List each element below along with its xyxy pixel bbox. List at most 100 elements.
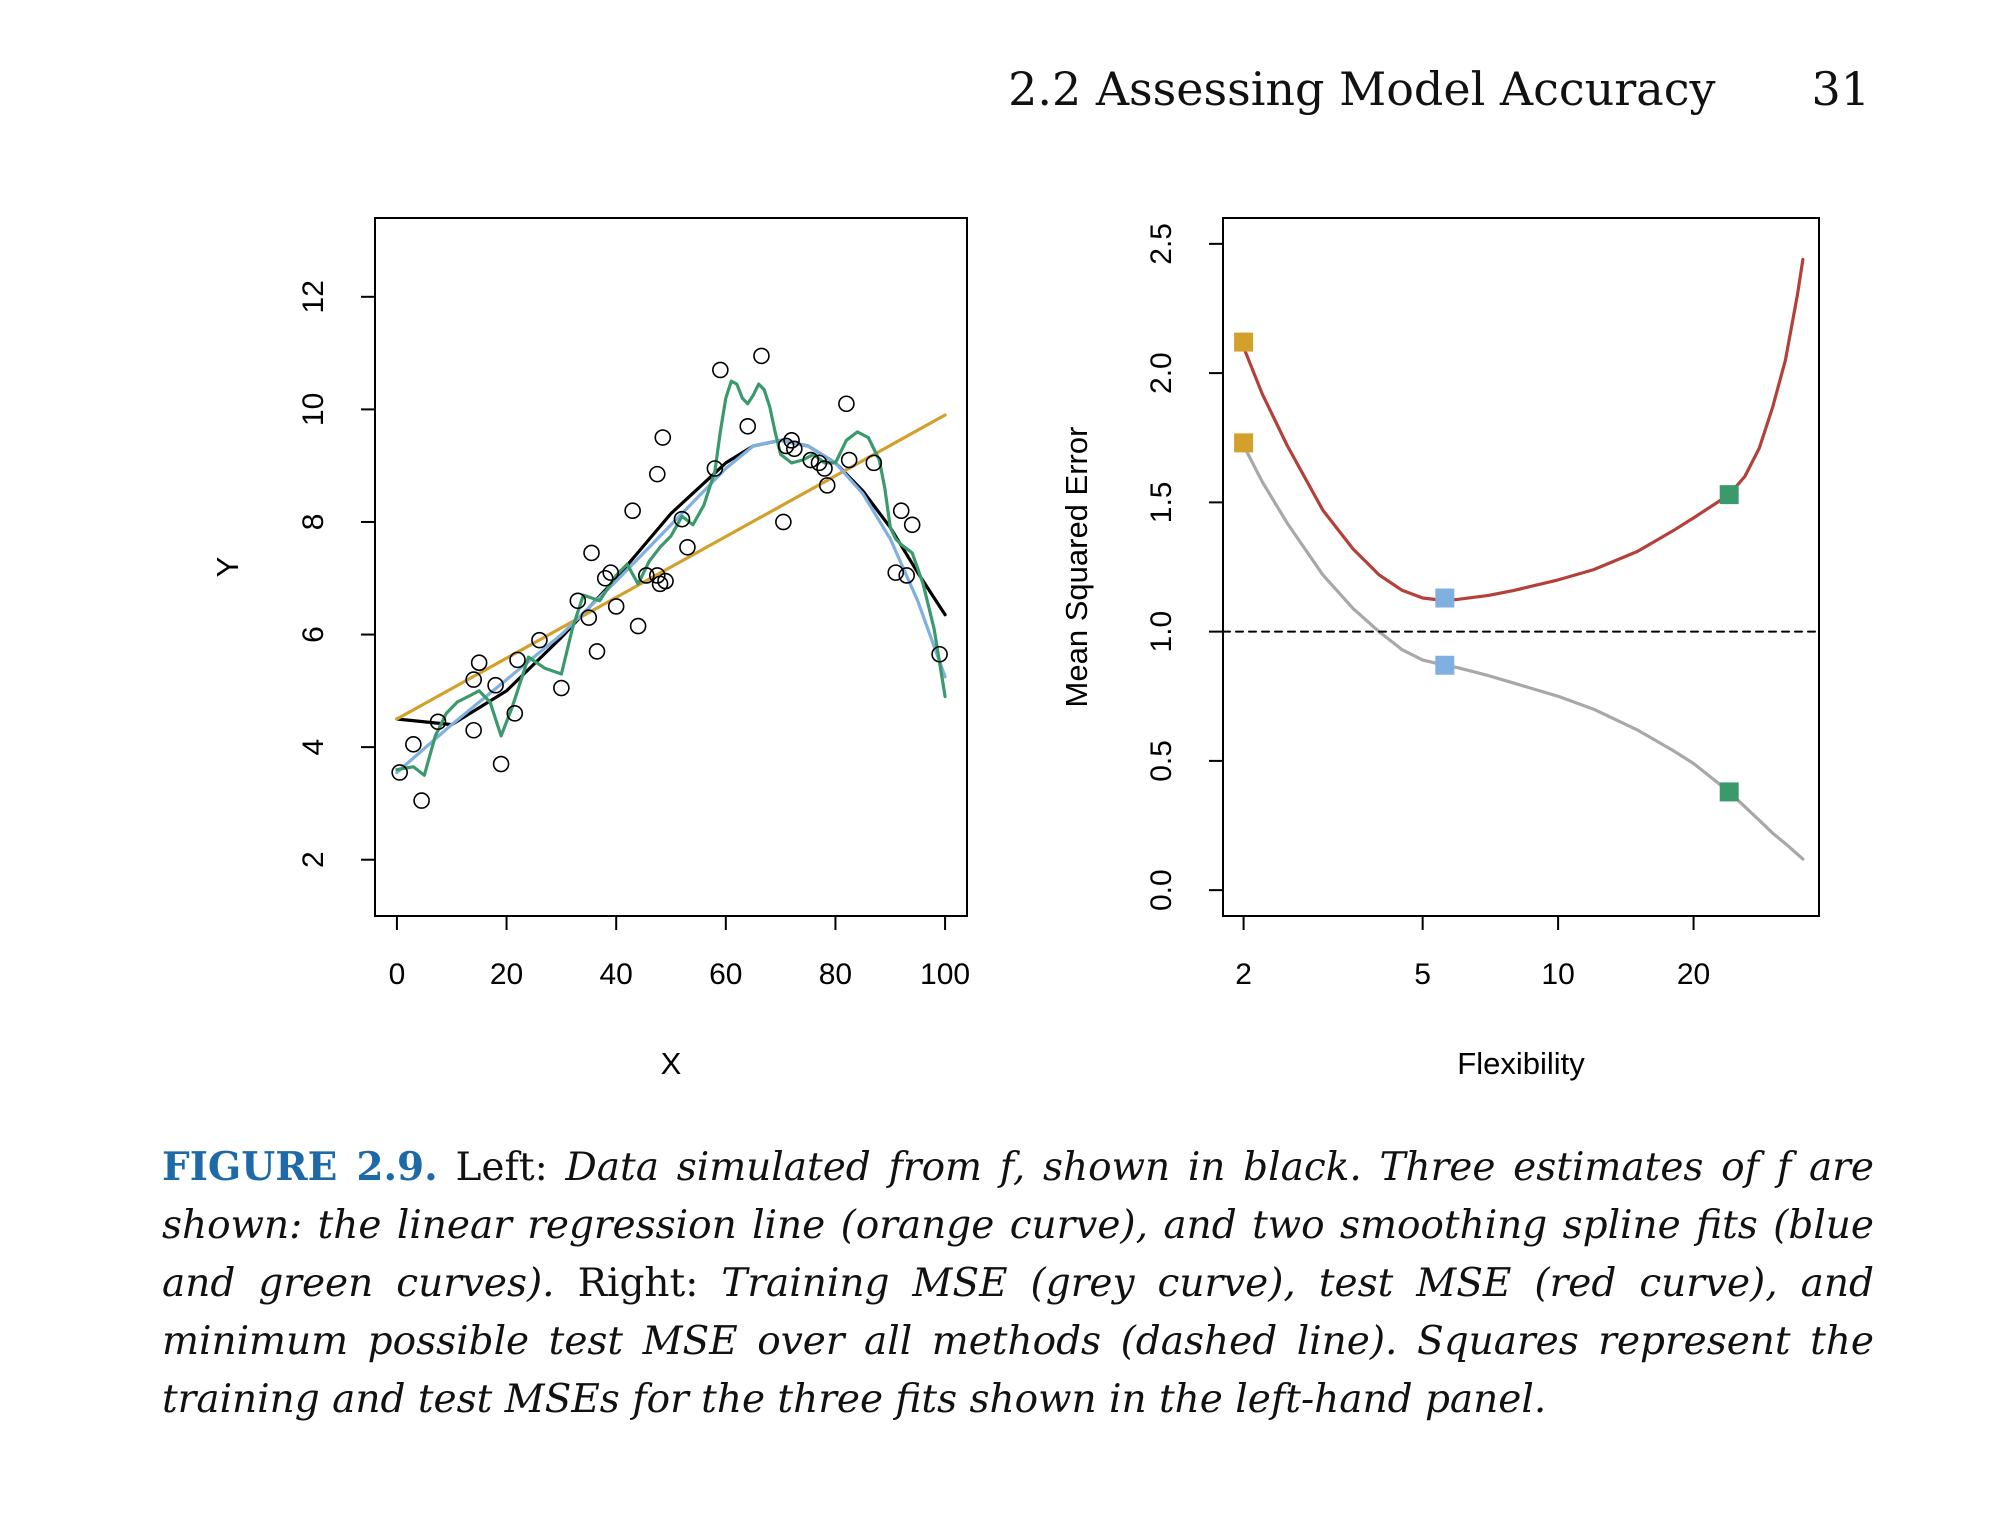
data-point xyxy=(465,671,482,688)
data-point xyxy=(657,572,674,590)
data-point xyxy=(818,477,836,494)
left-x-axis-label: X xyxy=(661,1046,682,1081)
data-point xyxy=(898,567,916,584)
data-point xyxy=(629,617,647,635)
data-point xyxy=(580,609,598,626)
data-point xyxy=(487,676,504,694)
y-tick-label: 1.5 xyxy=(1145,482,1178,524)
x-tick-label: 80 xyxy=(819,958,852,991)
data-point xyxy=(777,437,795,455)
x-tick-label: 0 xyxy=(389,958,406,991)
right-plot-frame xyxy=(1222,217,1820,917)
y-tick-label: 0.5 xyxy=(1145,740,1178,782)
x-tick-label: 100 xyxy=(920,958,970,991)
data-point xyxy=(405,736,422,753)
caption-right-text: Training MSE (grey curve), test MSE (red… xyxy=(162,1261,1874,1422)
data-point xyxy=(838,395,855,413)
plot-area xyxy=(1223,257,1819,861)
x-tick-label: 5 xyxy=(1414,958,1431,991)
series-line xyxy=(395,379,947,777)
x-tick-label: 20 xyxy=(1677,958,1710,991)
data-point xyxy=(816,460,833,477)
data-point xyxy=(673,510,691,528)
y-tick-label: 0.0 xyxy=(1145,869,1178,911)
data-point xyxy=(775,513,792,531)
right-x-axis-label: Flexibility xyxy=(1457,1046,1585,1081)
data-point xyxy=(802,451,820,469)
data-point xyxy=(531,631,548,649)
series-line xyxy=(395,438,947,727)
mse-square xyxy=(1435,655,1455,675)
data-point xyxy=(786,440,803,458)
data-point xyxy=(569,592,587,610)
left-plot-frame xyxy=(374,217,968,917)
data-point xyxy=(865,454,883,472)
series-line xyxy=(1241,257,1805,603)
section-title: 2.2 Assessing Model Accuracy xyxy=(1008,62,1716,116)
plot-area xyxy=(391,347,948,809)
right-y-axis-label: Mean Squared Error xyxy=(1059,427,1094,708)
y-tick-label: 6 xyxy=(297,626,330,643)
data-point xyxy=(492,755,510,773)
x-tick-label: 60 xyxy=(709,958,742,991)
data-point xyxy=(810,454,828,472)
page-number: 31 xyxy=(1811,62,1870,116)
mse-square xyxy=(1234,433,1254,453)
caption-left-word: Left: xyxy=(455,1145,548,1190)
y-tick-label: 2 xyxy=(297,851,330,868)
data-point xyxy=(509,651,526,669)
data-point xyxy=(596,569,614,587)
data-point xyxy=(648,567,666,584)
data-point xyxy=(588,643,606,660)
data-point xyxy=(648,465,666,483)
data-point xyxy=(892,502,910,520)
x-tick-label: 10 xyxy=(1541,958,1574,991)
data-point xyxy=(739,417,757,435)
right-panel: Flexibility Mean Squared Error 2 5 10 20 0.0… xyxy=(1059,217,1820,1081)
x-tick-label: 2 xyxy=(1235,958,1252,991)
data-point xyxy=(391,764,408,781)
data-point xyxy=(706,460,724,477)
left-panel: X Y 0 20 40 60 80 100 2 4 6 8 10 12 xyxy=(210,217,970,1081)
data-point xyxy=(602,564,620,581)
figure-caption: FIGURE 2.9. Left: Data simulated from f,… xyxy=(162,1138,1874,1429)
left-y-axis-label: Y xyxy=(210,557,245,578)
data-point xyxy=(413,792,430,809)
series-line xyxy=(1241,443,1805,861)
mse-square xyxy=(1234,332,1254,352)
data-point xyxy=(903,516,921,534)
x-tick-label: 40 xyxy=(599,958,632,991)
mse-square xyxy=(1719,485,1739,505)
running-header: 2.2 Assessing Model Accuracy 31 xyxy=(1008,62,1870,116)
mse-square xyxy=(1719,782,1739,802)
y-tick-label: 12 xyxy=(297,280,330,313)
data-point xyxy=(624,502,641,520)
data-point xyxy=(506,705,524,722)
x-tick-label: 20 xyxy=(490,958,523,991)
data-point xyxy=(931,645,948,663)
data-point xyxy=(679,538,696,556)
data-point xyxy=(840,451,858,469)
data-point xyxy=(712,361,729,379)
y-tick-label: 2.5 xyxy=(1145,223,1178,265)
data-point xyxy=(753,347,770,365)
mse-square xyxy=(1435,588,1455,608)
caption-left-text: Data simulated from f, shown in black. T… xyxy=(162,1145,1874,1306)
y-tick-label: 10 xyxy=(297,393,330,426)
data-point xyxy=(607,598,625,615)
data-point xyxy=(783,432,800,449)
data-point xyxy=(887,564,905,581)
data-point xyxy=(470,654,488,671)
y-tick-label: 1.0 xyxy=(1145,611,1178,653)
data-point xyxy=(583,544,600,562)
data-point xyxy=(465,721,482,739)
data-point xyxy=(429,713,447,731)
data-point xyxy=(553,679,570,697)
y-tick-label: 2.0 xyxy=(1145,352,1178,394)
y-tick-label: 8 xyxy=(297,514,330,531)
y-tick-label: 4 xyxy=(297,739,330,756)
data-point xyxy=(654,429,672,446)
figure-label: FIGURE 2.9. xyxy=(162,1144,438,1190)
caption-right-word: Right: xyxy=(577,1261,699,1306)
